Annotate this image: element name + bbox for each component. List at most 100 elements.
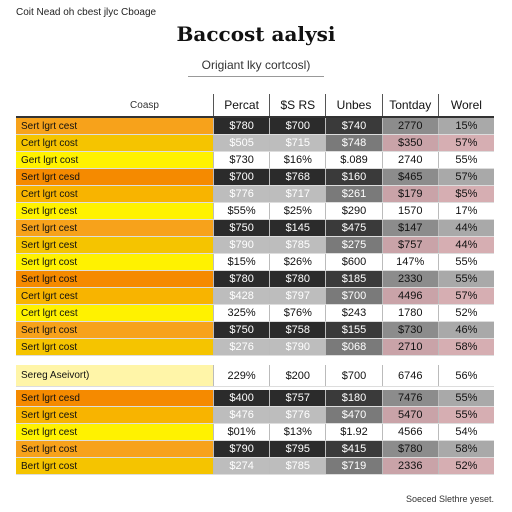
table-row[interactable]: Sert lgrt cost $780 $780 $185 2330 55% [16, 271, 495, 288]
table-cell: $290 [325, 203, 382, 219]
table-row[interactable]: Sert lgrt cost $750 $758 $155 $730 46% [16, 322, 495, 339]
table-row[interactable]: Sert lgrt cest $55% $25% $290 1570 17% [16, 203, 495, 220]
table-row[interactable]: Sert lgrt cest $780 $700 $740 2770 15% [16, 118, 495, 135]
page-title: Baccost aalysi [176, 22, 336, 46]
row-label: Sert lgrt cest [16, 203, 213, 219]
table-cell: $757 [381, 237, 438, 253]
page-subtitle: Origiant lky cortcosl) [201, 58, 311, 72]
table-cell: $068 [325, 339, 382, 355]
table-cell: $717 [269, 186, 326, 202]
table-cell: $147 [381, 220, 438, 236]
top-note: Coit Nead oh cbest jlyc Cboage [16, 7, 157, 18]
table-cell: $428 [213, 288, 270, 304]
table-row[interactable]: Cert lgrt cest $428 $797 $700 4496 57% [16, 288, 495, 305]
table-cell: 58% [437, 339, 495, 355]
table-cell: $26% [269, 254, 326, 270]
table-row[interactable]: Cert lgrt cost $776 $717 $261 $179 $5% [16, 186, 495, 203]
table-cell: $274 [213, 458, 270, 474]
table-cell: $475 [325, 220, 382, 236]
table-cell: 1570 [381, 203, 438, 219]
table-row[interactable]: Sert lgrt cost $276 $790 $068 2710 58% [16, 339, 495, 356]
footer-note: Soeced Slethre yeset. [405, 494, 494, 504]
table-cell: $155 [325, 322, 382, 338]
table-cell: $505 [213, 135, 270, 151]
table-cell: $768 [269, 169, 326, 185]
table-cell: 1780 [381, 305, 438, 321]
table-cell: $757 [269, 390, 326, 406]
row-label: Sert lgrt cost [16, 339, 213, 355]
table-cell: $13% [269, 424, 326, 440]
table-cell: $797 [269, 288, 326, 304]
table-cell: $600 [325, 254, 382, 270]
table-cell: 55% [437, 407, 495, 423]
table-cell: $700 [325, 365, 382, 386]
table-cell: 7476 [381, 390, 438, 406]
table-row[interactable]: Sert lgrt cest $790 $785 $275 $757 44% [16, 237, 495, 254]
table-cell: 56% [437, 365, 495, 386]
table-cell: $780 [269, 271, 326, 287]
table-row[interactable]: Bert lgrt cost $274 $785 $719 2336 52% [16, 458, 495, 475]
column-header[interactable]: Worel [437, 94, 494, 116]
table-cell: $785 [269, 237, 326, 253]
table-cell: $1.92 [325, 424, 382, 440]
table-row[interactable]: Cert lgrt cost $505 $715 $748 $350 57% [16, 135, 495, 152]
table-cell: $748 [325, 135, 382, 151]
row-label: Sert lgrt cesd [16, 390, 213, 406]
table-row[interactable]: Sereg Aseivort) 229% $200 $700 6746 56% [16, 365, 495, 387]
table-cell: $750 [213, 322, 270, 338]
table-cell: 52% [437, 305, 495, 321]
column-header[interactable]: Tontday [381, 94, 438, 116]
table-cell: $275 [325, 237, 382, 253]
row-label: Sert lgrt cest [16, 237, 213, 253]
table-cell: $780 [381, 441, 438, 457]
table-cell: $400 [213, 390, 270, 406]
table-cell: $780 [213, 118, 270, 134]
table-cell: $465 [381, 169, 438, 185]
table-row[interactable]: Sert lgrt cost $15% $26% $600 147% 55% [16, 254, 495, 271]
table-header: Coasp Percat $S RS Unbes Tontday Worel [16, 94, 494, 118]
table-cell: $795 [269, 441, 326, 457]
subtitle-divider [188, 76, 324, 77]
table-cell: $55% [213, 203, 270, 219]
table-cell: 2770 [381, 118, 438, 134]
table-cell: 17% [437, 203, 495, 219]
column-header[interactable]: Unbes [325, 94, 381, 116]
row-label: Sert lgrt cost [16, 271, 213, 287]
column-header[interactable]: $S RS [269, 94, 325, 116]
row-label: Sert lgrt cost [16, 254, 213, 270]
table-row[interactable]: Sert lgrt cesd $400 $757 $180 7476 55% [16, 390, 495, 407]
table-cell: $415 [325, 441, 382, 457]
row-label: Gert lgrt cost [16, 152, 213, 168]
table-cell: 4566 [381, 424, 438, 440]
table-row[interactable]: Sert lgrt cost $790 $795 $415 $780 58% [16, 441, 495, 458]
table-cell: $790 [269, 339, 326, 355]
table-cell: $476 [213, 407, 270, 423]
table-cell: $145 [269, 220, 326, 236]
table-row[interactable]: Gert lgrt cost $730 $16% $.089 2740 55% [16, 152, 495, 169]
row-label: Sert lgrt cesd [16, 169, 213, 185]
table-row[interactable]: Cert lgrt cest 325% $76% $243 1780 52% [16, 305, 495, 322]
row-label: Sert lgrt cest [16, 424, 213, 440]
table-cell: 325% [213, 305, 270, 321]
table-row[interactable]: Sert lgrt cest $750 $145 $475 $147 44% [16, 220, 495, 237]
row-label: Sereg Aseivort) [16, 365, 213, 386]
table-cell: 52% [437, 458, 495, 474]
column-header[interactable]: Percat [213, 94, 269, 116]
table-cell: $179 [381, 186, 438, 202]
row-label: Sert lgrt cest [16, 118, 213, 134]
table-cell: $790 [213, 441, 270, 457]
table-cell: $200 [269, 365, 326, 386]
table-cell: 54% [437, 424, 495, 440]
table-cell: 58% [437, 441, 495, 457]
table-cell: 46% [437, 322, 495, 338]
table-cell: 2740 [381, 152, 438, 168]
row-label: Cert lgrt cest [16, 305, 213, 321]
table-row[interactable]: Sert lgrt cest $476 $776 $470 5470 55% [16, 407, 495, 424]
table-row[interactable]: Sert lgrt cest $01% $13% $1.92 4566 54% [16, 424, 495, 441]
row-label: Sert lgrt cost [16, 322, 213, 338]
table-cell: $261 [325, 186, 382, 202]
table-cell: $730 [381, 322, 438, 338]
cost-table: Coasp Percat $S RS Unbes Tontday Worel S… [16, 94, 495, 475]
table-row[interactable]: Sert lgrt cesd $700 $768 $160 $465 57% [16, 169, 495, 186]
table-cell: $.089 [325, 152, 382, 168]
